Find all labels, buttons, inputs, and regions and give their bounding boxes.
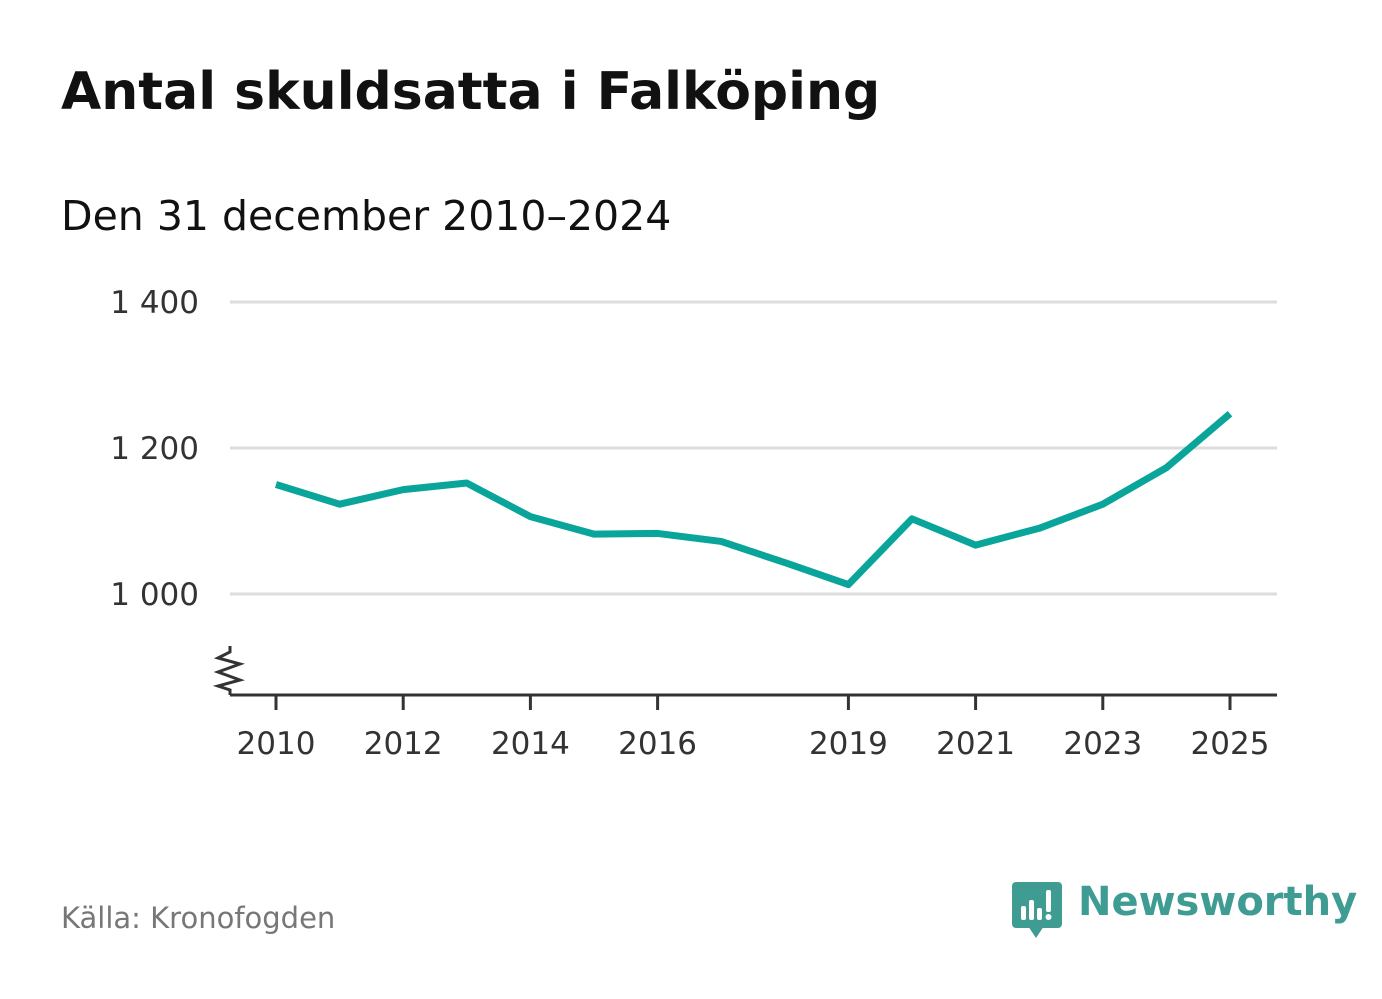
y-tick-label: 1 000 bbox=[110, 577, 199, 613]
grid-layer bbox=[230, 300, 1277, 596]
y-tick-label: 1 400 bbox=[110, 285, 199, 321]
source-note: Källa: Kronofogden bbox=[61, 901, 336, 935]
x-tick-label: 2019 bbox=[809, 726, 888, 762]
axis-break-mark bbox=[212, 646, 245, 695]
axis-layer: 1 000 1 200 1 400 2010 2012 2014 2016 2019 2021 2… bbox=[110, 285, 1277, 762]
x-tick-label: 2025 bbox=[1191, 726, 1270, 762]
x-tick-label: 2023 bbox=[1063, 726, 1142, 762]
newsworthy-logo-icon bbox=[1012, 882, 1062, 938]
series-layer bbox=[274, 411, 1233, 589]
chart-title: Antal skuldsatta i Falköping bbox=[61, 62, 881, 122]
y-tick-label: 1 200 bbox=[110, 431, 199, 467]
x-tick-label: 2021 bbox=[936, 726, 1015, 762]
x-tick-label: 2010 bbox=[237, 726, 316, 762]
series-line bbox=[274, 411, 1233, 589]
x-tick-label: 2016 bbox=[618, 726, 697, 762]
brand-name: Newsworthy bbox=[1078, 879, 1358, 925]
x-tick-label: 2014 bbox=[491, 726, 570, 762]
chart-subtitle: Den 31 december 2010–2024 bbox=[61, 192, 672, 240]
x-tick-label: 2012 bbox=[364, 726, 443, 762]
